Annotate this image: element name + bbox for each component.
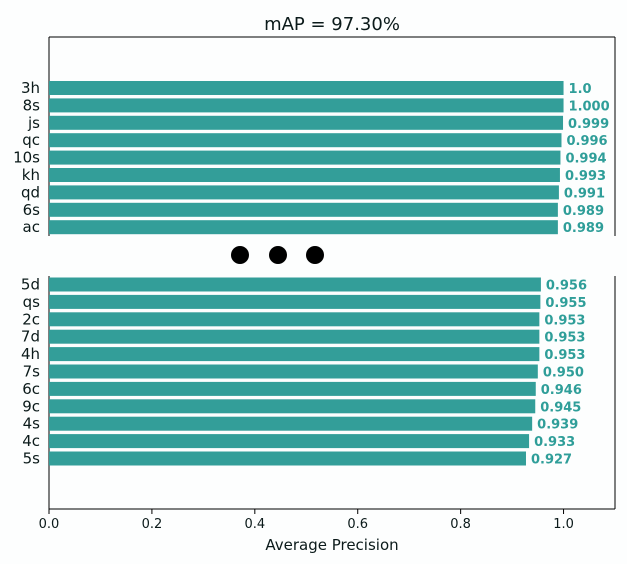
value-label-kh: 0.993 [565, 169, 606, 184]
value-label-5d: 0.956 [546, 279, 587, 294]
bar-5s [49, 451, 526, 466]
bar-5d [49, 277, 541, 292]
category-label-js: js [27, 114, 40, 132]
bar-10s [49, 150, 561, 165]
value-labels-layer: 1.0 1.000 0.999 0.996 0.994 0.993 0.991 0.989 0.… [531, 82, 610, 468]
category-label-5d: 5d [21, 276, 40, 294]
value-label-5s: 0.927 [531, 453, 572, 468]
value-label-qc: 0.996 [566, 134, 607, 149]
value-label-6s: 0.989 [563, 204, 604, 219]
category-label-7s: 7s [23, 363, 41, 381]
bar-qc [49, 133, 562, 148]
x-tick-label: 0.2 [142, 517, 163, 532]
value-label-9c: 0.945 [540, 400, 581, 415]
bar-4h [49, 347, 540, 362]
x-tick-label: 0.8 [450, 517, 471, 532]
bar-7s [49, 364, 538, 379]
value-label-3h: 1.0 [569, 82, 592, 97]
bar-9c [49, 399, 536, 414]
category-label-qd: qd [21, 183, 40, 201]
break-dot [269, 246, 287, 264]
category-label-10s: 10s [13, 149, 40, 167]
bar-6c [49, 381, 536, 396]
bar-kh [49, 168, 560, 182]
category-label-4s: 4s [23, 415, 41, 433]
category-label-4h: 4h [21, 345, 40, 363]
value-label-4s: 0.939 [537, 418, 578, 433]
category-label-qc: qc [22, 131, 40, 149]
bar-2c [49, 312, 540, 327]
value-label-ac: 0.989 [563, 221, 604, 236]
bar-4c [49, 434, 530, 449]
bar-8s [49, 98, 564, 113]
category-label-3h: 3h [21, 79, 40, 97]
x-axis-label: Average Precision [265, 536, 398, 554]
value-label-4c: 0.933 [534, 435, 575, 450]
break-dot [231, 246, 249, 264]
category-label-qs: qs [23, 293, 41, 311]
category-label-8s: 8s [23, 96, 41, 114]
value-label-8s: 1.000 [569, 99, 610, 114]
category-label-9c: 9c [22, 397, 40, 415]
chart-title: mAP = 97.30% [264, 14, 400, 35]
value-label-qd: 0.991 [564, 186, 605, 201]
bar-7d [49, 329, 540, 344]
value-label-2c: 0.953 [544, 313, 585, 328]
bar-qd [49, 185, 559, 200]
category-label-2c: 2c [22, 310, 40, 328]
category-label-7d: 7d [21, 328, 40, 346]
bar-6s [49, 202, 558, 217]
value-label-6c: 0.946 [541, 383, 582, 398]
value-label-7d: 0.953 [544, 331, 585, 346]
category-label-6c: 6c [22, 380, 40, 398]
category-label-4c: 4c [22, 432, 40, 450]
bar-3h [49, 81, 564, 95]
x-tick-label: 0.0 [39, 517, 60, 532]
category-label-5s: 5s [23, 450, 41, 468]
x-tick-label: 1.0 [553, 517, 574, 532]
break-dot [306, 246, 324, 264]
value-label-4h: 0.953 [544, 348, 585, 363]
x-tick-label: 0.6 [347, 517, 368, 532]
value-label-10s: 0.994 [565, 152, 606, 167]
value-label-js: 0.999 [568, 117, 609, 132]
bar-ac [49, 220, 558, 235]
value-label-qs: 0.955 [545, 296, 586, 311]
category-label-ac: ac [23, 218, 40, 236]
category-label-kh: kh [22, 166, 40, 184]
bar-4s [49, 416, 533, 431]
value-label-7s: 0.950 [543, 366, 584, 381]
x-axis: 0.0 0.2 0.4 0.6 0.8 1.0 [39, 509, 574, 532]
bar-qs [49, 294, 541, 309]
axis-break-dots [231, 246, 324, 264]
bar-js [49, 115, 564, 130]
category-label-6s: 6s [23, 201, 41, 219]
x-tick-label: 0.4 [244, 517, 265, 532]
bars-layer [49, 81, 564, 466]
